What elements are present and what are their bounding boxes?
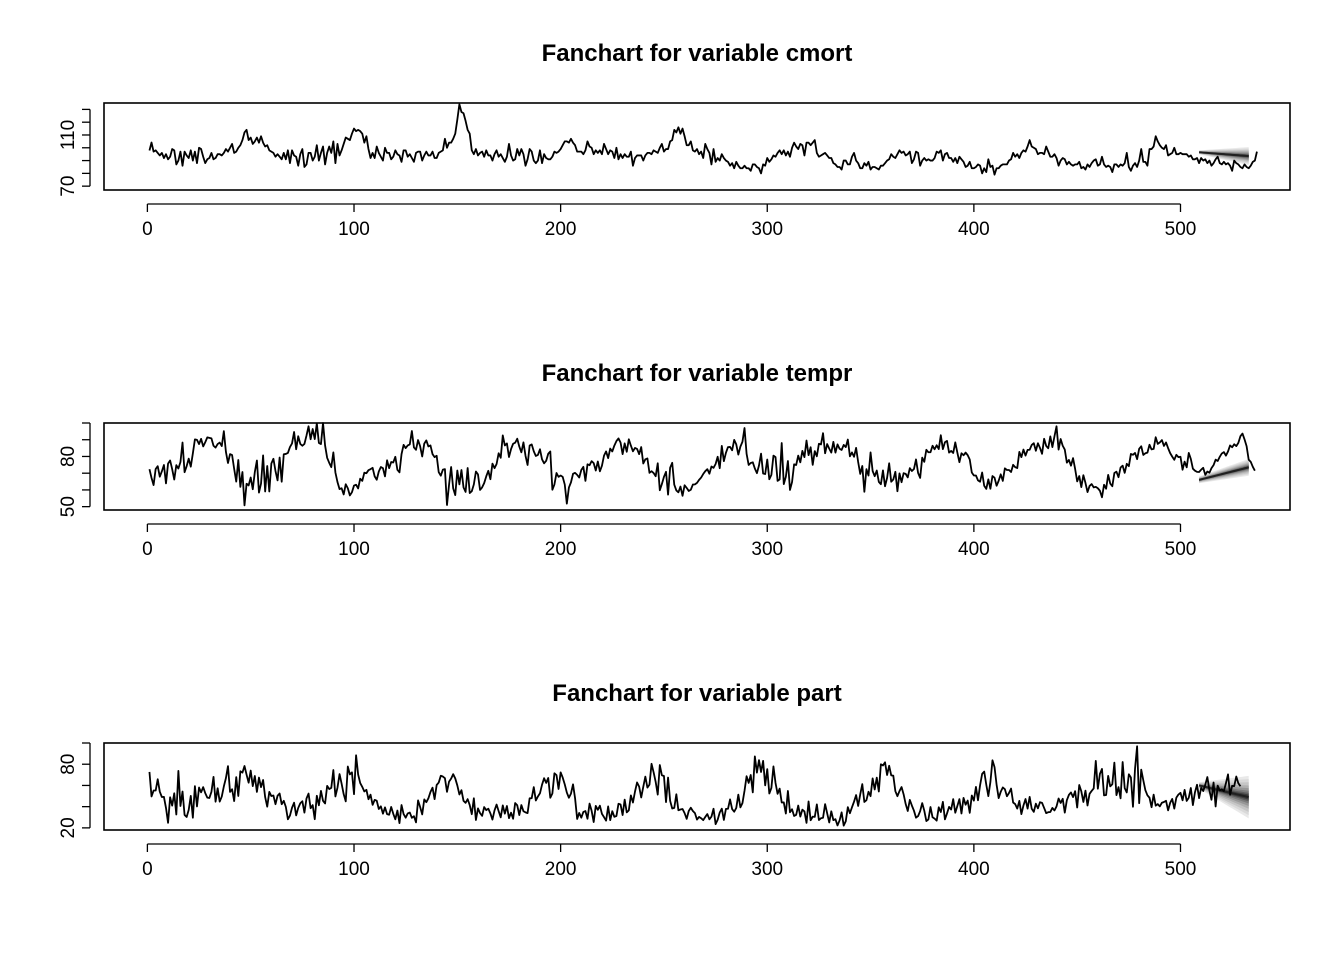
cmort-x-tick-label: 200 [545, 219, 577, 240]
cmort-y-axis: 70 110 [58, 108, 91, 197]
cmort-y-tick-label: 110 [58, 120, 79, 150]
tempr-x-tick-label: 0 [142, 539, 153, 560]
part-y-tick-label: 20 [58, 817, 79, 838]
part-x-tick-label: 100 [338, 859, 370, 880]
part-plot-frame [103, 742, 1291, 831]
tempr-x-tick-label: 500 [1165, 539, 1197, 560]
part-x-tick-label: 500 [1165, 859, 1197, 880]
tempr-x-tick-label: 300 [751, 539, 783, 560]
part-y-tick-label: 80 [58, 754, 79, 775]
tempr-y-tick-label: 80 [58, 446, 79, 467]
tempr-x-axis: 0 100 200 300 400 500 [142, 523, 1197, 560]
tempr-x-tick-label: 100 [338, 539, 370, 560]
tempr-y-tick-label: 50 [58, 496, 79, 517]
part-forecast-fan [1198, 775, 1249, 819]
part-series-line [148, 745, 1242, 827]
cmort-plot-frame [103, 102, 1291, 191]
cmort-x-tick-label: 100 [338, 219, 370, 240]
cmort-panel: Fanchart for variable cmort 0 100 200 300 40… [58, 40, 1291, 240]
part-x-tick-label: 200 [545, 859, 577, 880]
cmort-forecast-fan [1199, 147, 1249, 166]
part-x-tick-label: 400 [958, 859, 990, 880]
cmort-series-line [148, 103, 1258, 176]
tempr-x-tick-label: 400 [958, 539, 990, 560]
tempr-series-line [148, 422, 1256, 507]
tempr-plot-frame [103, 422, 1291, 511]
tempr-y-axis: 50 80 [58, 422, 91, 517]
cmort-title: Fanchart for variable cmort [542, 40, 853, 67]
cmort-x-axis: 0 100 200 300 400 500 [142, 203, 1197, 240]
part-x-tick-label: 300 [751, 859, 783, 880]
cmort-fan-center [1199, 151, 1249, 158]
cmort-x-tick-label: 300 [751, 219, 783, 240]
cmort-y-tick-label: 70 [58, 176, 79, 197]
cmort-x-tick-label: 500 [1165, 219, 1197, 240]
part-title: Fanchart for variable part [552, 680, 841, 707]
part-panel: Fanchart for variable part 0 100 200 300 400… [58, 680, 1291, 880]
tempr-forecast-fan [1198, 458, 1249, 484]
tempr-panel: Fanchart for variable tempr 0 100 200 300 40… [58, 360, 1291, 560]
tempr-title: Fanchart for variable tempr [542, 360, 853, 387]
tempr-fan-center [1198, 466, 1249, 481]
part-x-tick-label: 0 [142, 859, 153, 880]
cmort-x-tick-label: 0 [142, 219, 153, 240]
part-x-axis: 0 100 200 300 400 500 [142, 843, 1197, 880]
tempr-x-tick-label: 200 [545, 539, 577, 560]
cmort-x-tick-label: 400 [958, 219, 990, 240]
